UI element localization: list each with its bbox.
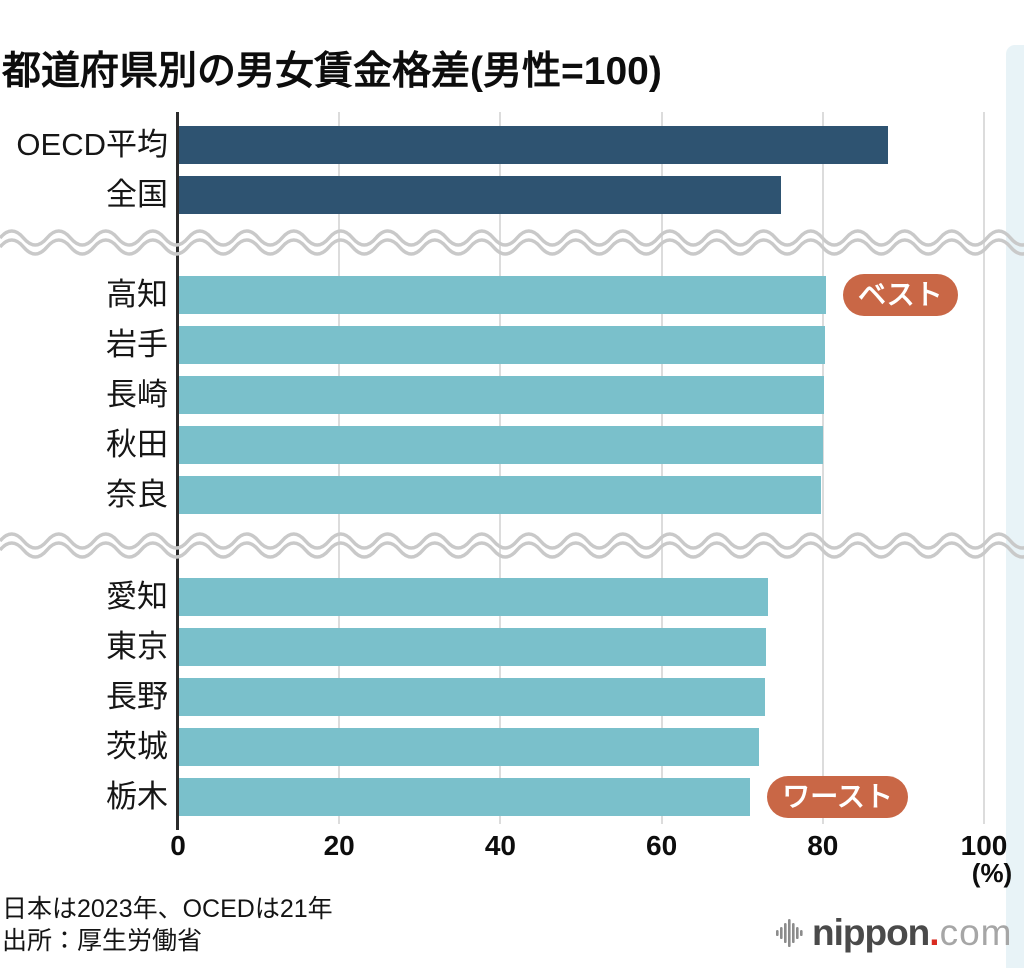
page-background-band (1006, 45, 1024, 968)
bar-worst-prefectures-4 (179, 778, 751, 816)
gridline-20 (338, 112, 341, 824)
gridline-80 (821, 112, 824, 824)
nippon-com-logo: nippon. com (776, 912, 1012, 954)
bar-label-best-prefectures-4: 奈良 (106, 477, 168, 512)
x-tick-label: 20 (323, 830, 355, 861)
bar-best-prefectures-2 (179, 376, 825, 414)
gridline-60 (660, 112, 663, 824)
gridline-100 (983, 112, 985, 824)
bar-label-averages-0: OECD平均 (16, 127, 168, 162)
gridline-40 (499, 112, 502, 824)
x-tick-label: 100 (960, 830, 1008, 861)
bar-worst-prefectures-0 (179, 578, 768, 616)
badge-best: ベスト (843, 274, 958, 316)
logo-text-nippon: nippon (812, 912, 930, 953)
bar-label-best-prefectures-1: 岩手 (106, 327, 168, 362)
footer-source: 出所：厚生労働省 (2, 927, 203, 955)
x-tick-label: 60 (646, 830, 678, 861)
bar-best-prefectures-3 (179, 426, 823, 464)
x-axis-unit-label: (%) (971, 858, 1013, 888)
bar-best-prefectures-1 (179, 326, 826, 364)
y-axis-line (176, 112, 179, 830)
waveform-icon (776, 919, 803, 947)
bar-label-worst-prefectures-2: 長野 (106, 679, 168, 714)
footer-note: 日本は2023年、OCEDは21年 (2, 895, 333, 923)
bar-label-best-prefectures-0: 高知 (106, 277, 168, 312)
bar-label-worst-prefectures-3: 茨城 (106, 729, 168, 764)
bar-label-worst-prefectures-4: 栃木 (106, 779, 168, 814)
x-tick-label: 0 (170, 830, 186, 861)
bar-best-prefectures-4 (179, 476, 822, 514)
bar-worst-prefectures-1 (179, 628, 767, 666)
footer-notes: 日本は2023年、OCEDは21年 出所：厚生労働省 (2, 893, 333, 957)
bar-averages-1 (179, 176, 781, 214)
bar-worst-prefectures-2 (179, 678, 765, 716)
axis-break-wave-1 (0, 229, 1024, 256)
bar-best-prefectures-0 (179, 276, 827, 314)
bar-label-best-prefectures-3: 秋田 (106, 427, 168, 462)
axis-break-wave-2 (0, 532, 1024, 559)
logo-dot: . (929, 912, 940, 953)
chart-title: 都道府県別の男女賃金格差(男性=100) (2, 50, 662, 93)
x-tick-label: 80 (807, 830, 839, 861)
bar-label-worst-prefectures-1: 東京 (106, 629, 168, 664)
bar-label-best-prefectures-2: 長崎 (106, 377, 168, 412)
logo-text-com: com (939, 912, 1013, 953)
bar-label-worst-prefectures-0: 愛知 (106, 579, 168, 614)
badge-worst: ワースト (767, 776, 908, 818)
bar-label-averages-1: 全国 (106, 177, 168, 212)
bar-worst-prefectures-3 (179, 728, 760, 766)
x-tick-label: 40 (484, 830, 516, 861)
bar-averages-0 (179, 126, 889, 164)
